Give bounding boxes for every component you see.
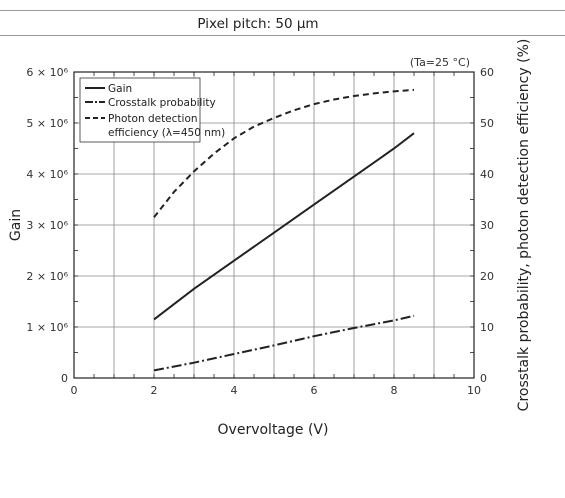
y-tick-label: 5 × 10⁶ [26,117,68,130]
tick-marks [74,72,474,378]
legend: Gain Crosstalk probability Photon detect… [79,77,225,143]
legend-label-pde-line1: Photon detection [108,113,198,125]
y-tick-label: 4 × 10⁶ [26,168,68,181]
y2-tick-label: 60 [480,66,494,79]
x-tick-label: 0 [71,384,78,397]
x-tick-label: 6 [311,384,318,397]
y-tick-label: 3 × 10⁶ [26,219,68,232]
legend-label-pde-line2: efficiency (λ=450 nm) [108,127,225,139]
x-axis-title: Overvoltage (V) [218,422,329,438]
x-tick-label: 4 [231,384,238,397]
x-tick-label: 2 [151,384,158,397]
y-tick-label: 6 × 10⁶ [26,66,68,79]
series-gain-line [153,132,415,321]
y-tick-label: 1 × 10⁶ [26,321,68,334]
y-axis-title: Gain [8,209,24,241]
y-tick-label: 0 [61,372,68,385]
grid [74,72,474,378]
y-tick-label: 2 × 10⁶ [26,270,68,283]
series-pde-line [153,88,415,218]
series [153,88,415,372]
y2-tick-label: 10 [480,321,494,334]
legend-label-gain: Gain [108,83,132,95]
y2-tick-label: 30 [480,219,494,232]
legend-label-crosstalk: Crosstalk probability [108,97,216,109]
y2-tick-label: 20 [480,270,494,283]
y2-tick-label: 0 [480,372,487,385]
x-tick-label: 8 [391,384,398,397]
temperature-annotation: (Ta=25 °C) [410,56,470,69]
x-tick-label: 10 [467,384,481,397]
y2-axis-title: Crosstalk probability, photon detection … [516,39,532,412]
y2-tick-label: 40 [480,168,494,181]
pixel-pitch-header: Pixel pitch: 50 μm [197,16,318,32]
series-crosstalk-line [153,314,415,372]
y2-tick-label: 50 [480,117,494,130]
